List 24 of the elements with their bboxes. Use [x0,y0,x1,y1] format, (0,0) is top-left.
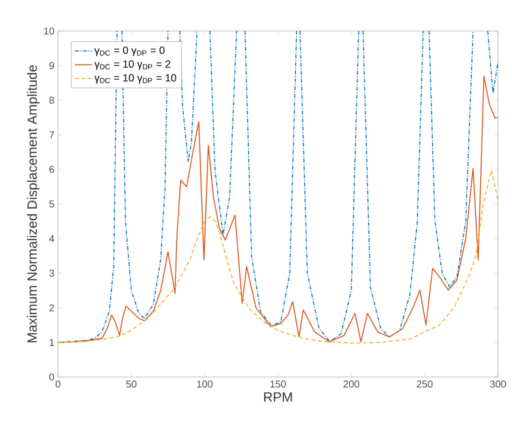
y-tick-label: 1 [50,338,54,346]
legend-label: γ$_{DC}$ = 0 γ$_{DP}$ = 0 [94,46,165,56]
y-tick-label: 3 [49,270,54,277]
legend-label: γ$_{DC}$ = 10 γ$_{DP}$ = 10 [94,74,176,84]
y-tick-label: 2 [49,304,54,312]
y-tick-label: 6 [49,166,54,173]
x-tick-label: 50 [126,380,136,388]
y-axis-title: Maximum Normalized Displacement Amplitude [27,65,40,342]
x-tick-label: 0 [56,380,60,388]
y-tick-label: 5 [49,200,54,208]
x-tick-label: 150 [270,380,286,388]
legend-label: γ$_{DC}$ = 10 γ$_{DP}$ = 2 [94,60,170,70]
x-tick-label: 300 [490,380,506,388]
y-tick-label: 7 [49,131,54,138]
x-axis-title: RPM [264,392,292,402]
x-tick-label: 250 [416,380,433,388]
y-tick-label: 8 [49,96,54,104]
x-tick-label: 200 [344,380,360,388]
line-series [58,170,498,344]
y-tick-label: 10 [44,27,54,35]
x-tick-label: 100 [197,380,213,388]
y-tick-label: 9 [49,62,54,70]
y-tick-label: 0 [49,373,54,381]
y-tick-label: 4 [49,235,54,242]
